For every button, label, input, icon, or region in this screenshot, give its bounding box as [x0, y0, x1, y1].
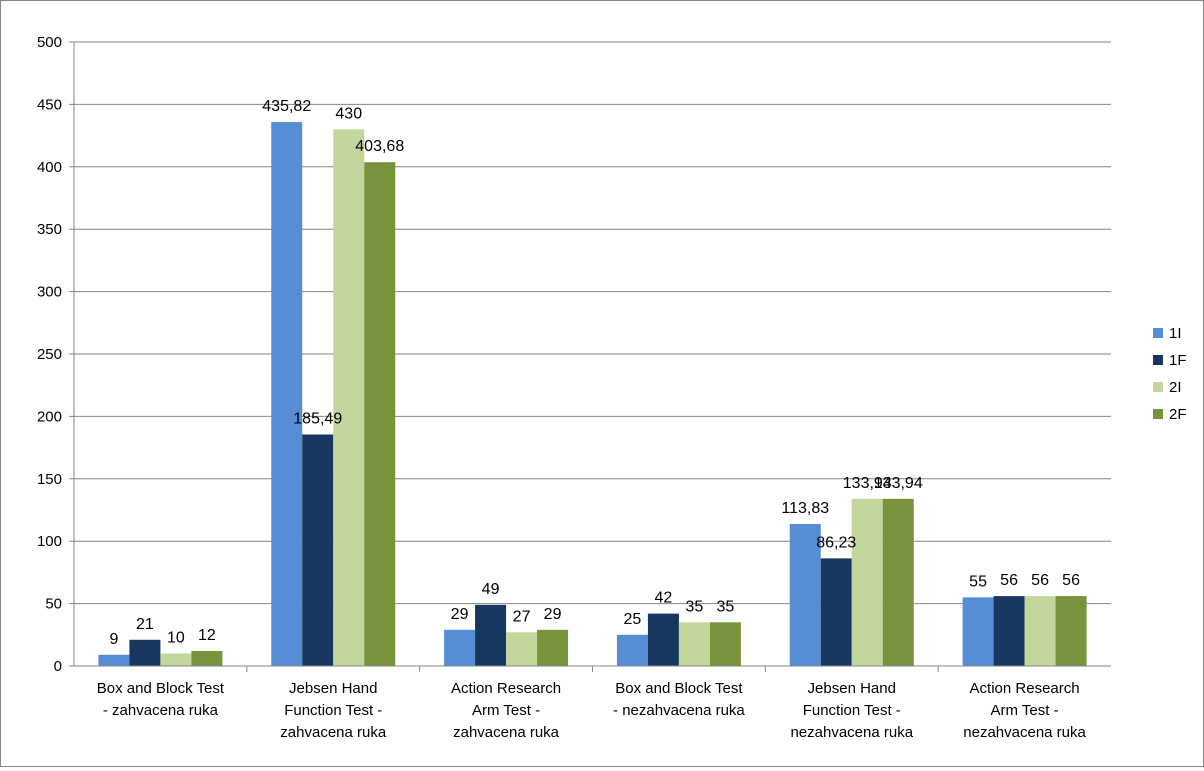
- x-category-label: zahvacena ruka: [453, 724, 560, 741]
- x-category-label: zahvacena ruka: [280, 724, 387, 741]
- legend-swatch-2F: [1153, 409, 1163, 419]
- bar-2F: [537, 629, 569, 666]
- y-tick-label: 100: [37, 533, 62, 550]
- data-label: 133,94: [843, 475, 892, 492]
- bar-1F: [302, 434, 334, 666]
- x-category-label: Arm Test -: [991, 702, 1059, 719]
- data-label: 35: [717, 598, 735, 615]
- y-tick-label: 50: [45, 596, 62, 613]
- legend-label: 1F: [1169, 352, 1187, 369]
- bar-1F: [129, 639, 161, 666]
- x-category-label: Box and Block Test: [615, 680, 743, 697]
- x-category-label: Box and Block Test: [97, 680, 225, 697]
- axes: [73, 42, 1111, 672]
- bar-2F: [191, 651, 223, 666]
- x-category-label: Jebsen Hand: [808, 680, 896, 697]
- x-category-label: Function Test -: [284, 702, 382, 719]
- bar-1F: [993, 596, 1025, 666]
- x-axis-labels: Box and Block Test - zahvacena ruka Jebsen…: [97, 680, 1087, 741]
- legend-label: 2F: [1169, 406, 1187, 423]
- data-label: 185,49: [293, 411, 342, 428]
- bar-2F: [364, 162, 396, 666]
- data-label: 21: [136, 616, 154, 633]
- gridlines: [74, 41, 1111, 605]
- y-tick-label: 150: [37, 471, 62, 488]
- legend-swatch-2I: [1153, 382, 1163, 392]
- data-label: 113,83: [781, 500, 829, 517]
- data-label: 42: [655, 590, 673, 607]
- bar-2I: [160, 653, 192, 666]
- data-label: 435,82: [262, 98, 311, 115]
- data-label: 56: [1031, 572, 1049, 589]
- legend-swatch-1I: [1153, 328, 1163, 338]
- y-tick-label: 250: [37, 346, 62, 363]
- bar-2F: [1055, 596, 1087, 666]
- bar-1I: [444, 629, 476, 666]
- x-category-label: nezahvacena ruka: [963, 724, 1086, 741]
- legend-label: 2I: [1169, 379, 1182, 396]
- y-tick-label: 450: [37, 96, 62, 113]
- bar-1I: [271, 122, 303, 667]
- data-label: 430: [335, 105, 362, 122]
- legend: 1I 1F 2I 2F: [1153, 325, 1187, 423]
- x-category-label: - nezahvacena ruka: [613, 702, 745, 719]
- bar-1F: [647, 613, 679, 666]
- x-category-label: Jebsen Hand: [289, 680, 377, 697]
- data-label: 133,94: [874, 475, 923, 492]
- data-label: 10: [167, 630, 185, 647]
- x-category-label: Action Research: [451, 680, 561, 697]
- data-label: 35: [686, 598, 704, 615]
- y-axis-ticks: 0 50 100 150 200 250 300 350 400 450 500: [37, 34, 74, 675]
- legend-swatch-1F: [1153, 355, 1163, 365]
- bar-2I: [506, 632, 538, 666]
- y-tick-label: 300: [37, 284, 62, 301]
- bar-1I: [789, 523, 821, 666]
- x-category-label: Action Research: [970, 680, 1080, 697]
- bar-2F: [709, 622, 741, 666]
- bar-2F: [882, 498, 914, 666]
- bar-2I: [1024, 596, 1056, 666]
- bar-1F: [475, 604, 507, 666]
- data-label: 403,68: [355, 138, 404, 155]
- y-tick-label: 200: [37, 408, 62, 425]
- data-labels: 9 435,82 29 25 113,83 55 21 185,49 49 42 86,23 56 10…: [109, 98, 1080, 648]
- x-category-label: Arm Test -: [472, 702, 540, 719]
- bar-1F: [820, 558, 852, 666]
- data-label: 29: [544, 606, 562, 623]
- data-label: 49: [482, 581, 500, 598]
- bar-1I: [98, 654, 130, 666]
- bar-2I: [678, 622, 710, 666]
- data-label: 55: [969, 573, 987, 590]
- data-label: 86,23: [816, 534, 856, 551]
- data-label: 27: [513, 608, 531, 625]
- data-label: 25: [624, 611, 642, 628]
- x-category-label: Function Test -: [803, 702, 901, 719]
- y-tick-label: 350: [37, 221, 62, 238]
- legend-label: 1I: [1169, 325, 1182, 342]
- data-label: 56: [1000, 572, 1018, 589]
- data-label: 56: [1062, 572, 1080, 589]
- data-label: 29: [451, 606, 469, 623]
- data-label: 9: [109, 631, 118, 648]
- y-tick-label: 500: [37, 34, 62, 51]
- x-category-label: nezahvacena ruka: [790, 724, 913, 741]
- bar-2I: [851, 498, 883, 666]
- bar-1I: [962, 597, 994, 666]
- bar-1I: [616, 634, 648, 666]
- y-tick-label: 400: [37, 159, 62, 176]
- bars: [98, 122, 1087, 667]
- data-label: 12: [198, 627, 216, 644]
- y-tick-label: 0: [54, 658, 62, 675]
- x-category-label: - zahvacena ruka: [103, 702, 219, 719]
- bar-2I: [333, 129, 365, 667]
